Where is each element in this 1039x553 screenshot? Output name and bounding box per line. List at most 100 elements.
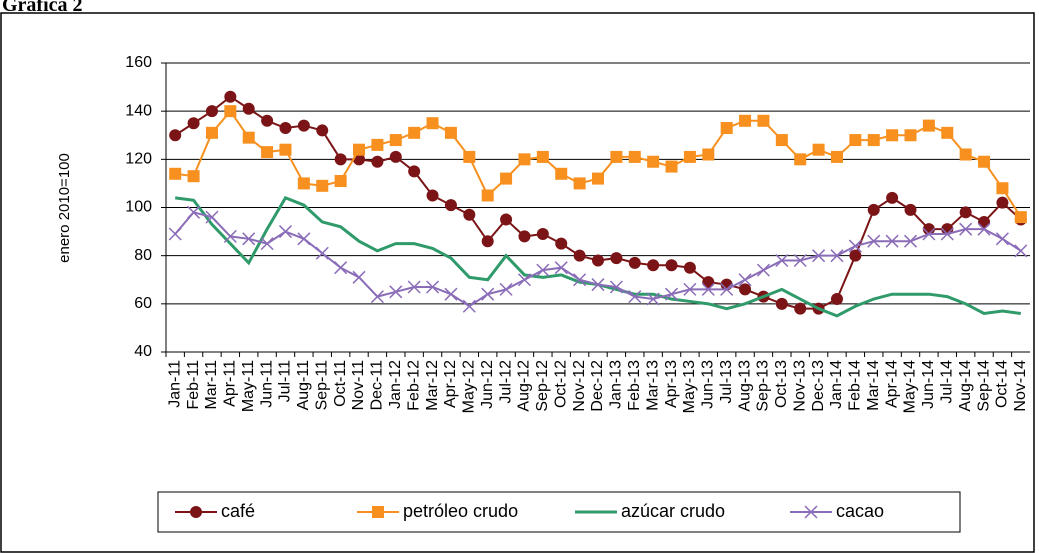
data-point xyxy=(867,234,881,248)
x-tick-label: Sep-11 xyxy=(313,360,330,411)
data-point xyxy=(775,253,789,268)
data-point xyxy=(187,170,200,183)
data-point xyxy=(316,179,329,192)
data-point xyxy=(408,126,421,139)
data-point xyxy=(224,105,237,118)
data-point xyxy=(665,287,679,301)
data-point xyxy=(903,234,918,248)
y-tick-label: 80 xyxy=(134,247,152,264)
data-point xyxy=(242,102,255,115)
data-point xyxy=(739,283,752,296)
y-tick-label: 160 xyxy=(125,54,152,71)
x-tick-label: May-11 xyxy=(240,360,257,412)
data-point xyxy=(279,143,292,156)
x-tick-label: Feb-12 xyxy=(405,360,422,411)
data-point xyxy=(592,254,604,267)
data-point xyxy=(720,122,733,135)
data-point xyxy=(315,246,329,260)
data-point xyxy=(536,263,550,277)
data-point xyxy=(647,155,660,168)
data-point xyxy=(739,114,752,127)
x-tick-label: Oct-12 xyxy=(552,360,569,408)
data-point xyxy=(592,172,604,185)
data-point xyxy=(187,205,201,219)
data-point xyxy=(904,203,917,216)
x-tick-label: Nov-11 xyxy=(350,360,367,410)
data-point xyxy=(518,230,531,243)
x-tick-label: Oct-14 xyxy=(994,360,1011,408)
data-point xyxy=(462,299,476,313)
data-point xyxy=(260,237,274,251)
data-point xyxy=(665,160,678,173)
data-point xyxy=(370,290,384,304)
data-point xyxy=(389,285,403,299)
data-point xyxy=(352,270,366,284)
data-point xyxy=(867,134,880,147)
legend-marker xyxy=(372,506,384,518)
x-tick-label: Feb-14 xyxy=(847,360,864,411)
x-tick-label: Mar-12 xyxy=(424,360,441,411)
data-point xyxy=(886,191,899,204)
data-point xyxy=(353,143,366,156)
data-point xyxy=(371,155,384,168)
data-point xyxy=(169,129,182,142)
x-tick-label: Apr-11 xyxy=(222,360,239,407)
data-point xyxy=(389,134,402,147)
data-point xyxy=(812,143,825,156)
data-point xyxy=(794,153,807,166)
data-point xyxy=(297,119,310,132)
data-point xyxy=(757,114,770,127)
data-point xyxy=(683,150,696,163)
data-point xyxy=(628,290,642,304)
data-point xyxy=(205,126,218,139)
data-point xyxy=(830,293,843,306)
x-tick-label: Sep-12 xyxy=(534,360,551,412)
frame xyxy=(0,12,1035,553)
data-point xyxy=(518,153,531,166)
data-point xyxy=(242,232,256,246)
data-point xyxy=(720,282,734,296)
x-tick-label: Mar-13 xyxy=(644,360,661,411)
x-tick-label: Aug-11 xyxy=(295,360,312,411)
data-point xyxy=(426,189,439,202)
data-point xyxy=(793,253,807,268)
data-point xyxy=(499,282,513,296)
x-tick-label: Jan-11 xyxy=(166,360,183,408)
data-point xyxy=(848,239,862,253)
data-point xyxy=(849,134,862,147)
y-tick-label: 120 xyxy=(125,151,152,168)
data-point xyxy=(996,196,1009,209)
data-point xyxy=(886,129,899,142)
data-point xyxy=(996,182,1009,195)
data-point xyxy=(978,155,991,168)
x-tick-label: Dec-12 xyxy=(589,360,606,412)
data-point xyxy=(940,227,954,241)
data-point xyxy=(849,249,862,262)
data-point xyxy=(444,126,457,139)
x-tick-label: Dec-13 xyxy=(810,360,827,412)
data-point xyxy=(223,229,237,243)
data-point xyxy=(334,153,347,166)
legend-marker xyxy=(804,505,818,519)
data-point xyxy=(205,210,219,224)
x-tick-label: Jul-13 xyxy=(718,360,735,404)
data-point xyxy=(812,249,826,263)
x-tick-label: Feb-11 xyxy=(185,360,202,410)
x-tick-label: Sep-13 xyxy=(755,360,772,412)
data-point xyxy=(885,234,899,248)
data-point xyxy=(389,150,402,163)
x-tick-label: Mar-14 xyxy=(865,360,882,411)
data-point xyxy=(224,90,237,103)
data-point xyxy=(279,122,292,135)
x-tick-label: Jun-11 xyxy=(258,360,275,408)
data-point xyxy=(334,175,347,188)
data-point xyxy=(867,203,880,216)
x-tick-label: Aug-12 xyxy=(516,360,533,412)
data-point xyxy=(169,167,182,180)
x-tick-label: Oct-11 xyxy=(332,360,349,407)
y-tick-label: 60 xyxy=(134,295,152,312)
data-point xyxy=(756,263,770,277)
data-point xyxy=(242,131,255,144)
